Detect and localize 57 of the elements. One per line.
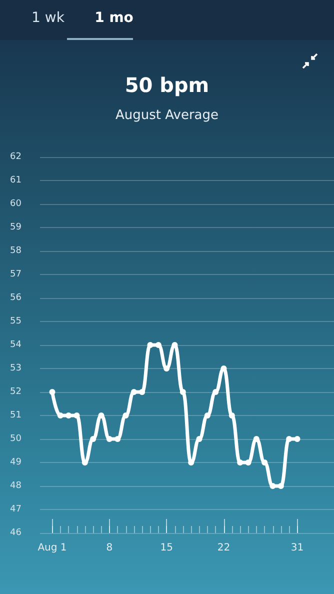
- point: [180, 389, 186, 395]
- point: [212, 389, 219, 395]
- chart-subtitle: August Average: [115, 108, 219, 123]
- x-tick-label: 22: [217, 542, 230, 554]
- y-tick-label: 53: [10, 364, 22, 374]
- y-tick-label: 48: [10, 481, 22, 491]
- point: [188, 460, 194, 466]
- point: [278, 483, 284, 489]
- point: [90, 436, 96, 442]
- point: [228, 412, 235, 418]
- point: [286, 436, 292, 442]
- x-tick-label: Aug 1: [38, 542, 67, 554]
- y-tick-label: 46: [10, 528, 22, 538]
- point: [204, 412, 210, 418]
- y-tick-label: 51: [10, 410, 22, 420]
- y-tick-label: 52: [10, 387, 22, 397]
- point: [49, 389, 56, 395]
- chart-title: 50 bpm: [124, 73, 210, 97]
- x-tick-label: 15: [160, 542, 173, 554]
- point: [262, 460, 268, 466]
- point: [245, 460, 252, 466]
- y-tick-label: 55: [10, 316, 22, 326]
- point: [57, 412, 64, 418]
- point: [253, 436, 260, 442]
- point: [220, 366, 227, 372]
- point: [164, 366, 170, 372]
- point: [122, 412, 129, 418]
- y-tick-label: 58: [10, 246, 22, 256]
- point: [196, 436, 202, 442]
- point: [270, 483, 276, 489]
- y-tick-label: 59: [10, 222, 22, 232]
- text: 1 wk: [30, 10, 66, 26]
- point: [172, 342, 178, 348]
- text: 1 mo: [94, 10, 134, 26]
- point: [294, 436, 300, 442]
- y-tick-label: 62: [10, 152, 22, 162]
- point: [82, 460, 88, 466]
- y-tick-label: 60: [10, 199, 22, 209]
- y-tick-label: 54: [10, 340, 22, 350]
- y-tick-label: 56: [10, 293, 22, 303]
- point: [74, 412, 80, 418]
- point: [147, 342, 154, 348]
- point: [114, 436, 121, 442]
- x-tick-label: 31: [290, 542, 304, 554]
- point: [139, 389, 146, 395]
- point: [66, 412, 72, 418]
- point: [106, 436, 112, 442]
- point: [155, 342, 162, 348]
- point: [130, 389, 137, 395]
- point: [237, 460, 244, 466]
- x-tick-label: 8: [106, 542, 113, 554]
- y-tick-label: 49: [10, 458, 22, 468]
- y-tick-label: 50: [10, 434, 22, 444]
- point: [98, 412, 104, 418]
- y-tick-label: 47: [10, 504, 22, 514]
- y-tick-label: 57: [10, 270, 22, 280]
- y-tick-label: 61: [10, 176, 22, 186]
